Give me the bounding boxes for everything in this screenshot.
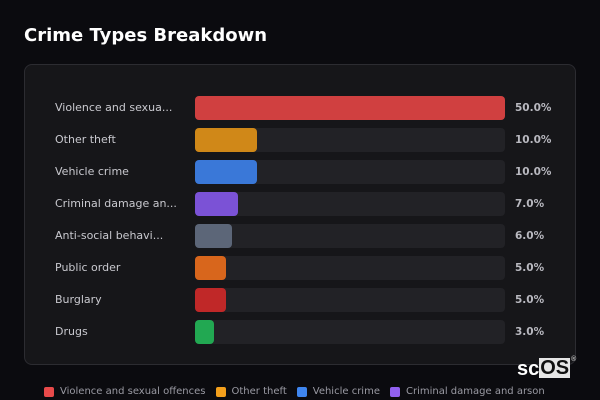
bar-track: [195, 288, 505, 312]
bar-track: [195, 96, 505, 120]
chart-title: Crime Types Breakdown: [24, 25, 268, 46]
bar-row: Violence and sexua... 50.0%: [25, 96, 575, 120]
bar-label: Vehicle crime: [55, 165, 129, 178]
bar-row: Public order 5.0%: [25, 256, 575, 280]
bar-row: Burglary 5.0%: [25, 288, 575, 312]
bar-row: Vehicle crime 10.0%: [25, 160, 575, 184]
bar-row: Other theft 10.0%: [25, 128, 575, 152]
watermark-prefix: sc: [517, 358, 540, 380]
bar-fill[interactable]: [195, 224, 232, 248]
bar-fill[interactable]: [195, 192, 238, 216]
legend-item[interactable]: Violence and sexual offences: [44, 386, 206, 397]
bar-row: Criminal damage an... 7.0%: [25, 192, 575, 216]
legend-swatch-icon: [44, 386, 54, 397]
bar-value-label: 10.0%: [515, 134, 552, 146]
legend-swatch-icon: [215, 386, 226, 397]
bar-fill[interactable]: [195, 96, 505, 120]
registered-mark-icon: ®: [571, 356, 577, 363]
legend-swatch-icon: [389, 386, 400, 397]
bar-row: Anti-social behavi... 6.0%: [25, 224, 575, 248]
bar-fill[interactable]: [195, 256, 226, 280]
bar-label: Other theft: [55, 133, 116, 146]
legend-label: Violence and sexual offences: [60, 386, 206, 397]
bar-label: Violence and sexua...: [55, 101, 173, 114]
legend-label: Criminal damage and arson: [405, 386, 545, 397]
bar-track: [195, 224, 505, 248]
bar-track: [195, 320, 505, 344]
bar-label: Burglary: [55, 293, 102, 306]
bar-fill[interactable]: [195, 288, 226, 312]
legend-item[interactable]: Criminal damage and arson: [389, 386, 545, 397]
legend-label: Other theft: [231, 386, 287, 397]
bar-label: Anti-social behavi...: [55, 229, 164, 242]
bar-value-label: 5.0%: [515, 294, 545, 306]
chart-card: Violence and sexua... 50.0% Other theft 10.…: [24, 64, 576, 365]
bar-fill[interactable]: [195, 128, 257, 152]
bar-value-label: 6.0%: [515, 230, 545, 242]
legend-swatch-icon: [296, 386, 307, 397]
bar-row: Drugs 3.0%: [25, 320, 575, 344]
bar-fill[interactable]: [195, 320, 214, 344]
watermark-boxed: OS: [539, 357, 571, 379]
bar-value-label: 50.0%: [515, 102, 552, 114]
bar-fill[interactable]: [195, 160, 257, 184]
bar-label: Criminal damage an...: [55, 197, 177, 210]
bar-label: Public order: [55, 261, 121, 274]
chart-legend: Violence and sexual offences Other theft V…: [44, 386, 545, 397]
bar-track: [195, 256, 505, 280]
bar-label: Drugs: [55, 325, 88, 338]
bar-track: [195, 160, 505, 184]
bar-track: [195, 128, 505, 152]
bar-value-label: 10.0%: [515, 166, 552, 178]
scos-watermark-logo: sc OS ®: [517, 356, 577, 381]
bar-track: [195, 192, 505, 216]
bar-value-label: 5.0%: [515, 262, 545, 274]
legend-item[interactable]: Other theft: [215, 386, 287, 397]
bar-value-label: 7.0%: [515, 198, 545, 210]
legend-label: Vehicle crime: [312, 386, 380, 397]
legend-item[interactable]: Vehicle crime: [296, 386, 380, 397]
bar-value-label: 3.0%: [515, 326, 545, 338]
